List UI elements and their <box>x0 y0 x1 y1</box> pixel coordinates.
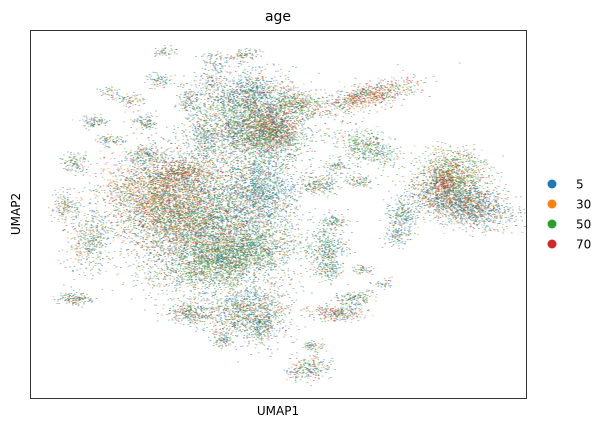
legend-label-70: 70 <box>576 238 591 252</box>
legend-label-5: 5 <box>576 178 584 192</box>
legend-marker-30 <box>547 199 557 209</box>
legend-marker-70 <box>547 239 557 249</box>
legend-marker-50 <box>547 219 557 229</box>
series-points-70 <box>59 45 526 379</box>
chart-title: age <box>265 9 291 25</box>
legend-label-30: 30 <box>576 198 591 212</box>
legend-label-50: 50 <box>576 218 591 232</box>
scatter-points <box>47 45 526 387</box>
series-points-70 <box>51 48 507 376</box>
legend-marker-5 <box>547 179 557 189</box>
legend: 5 30 50 70 <box>547 178 591 252</box>
series-points-50 <box>50 48 504 377</box>
x-axis-label: UMAP1 <box>257 404 299 418</box>
plot-frame <box>30 30 527 399</box>
y-axis-label: UMAP2 <box>9 193 23 235</box>
series-points-5 <box>53 49 524 377</box>
